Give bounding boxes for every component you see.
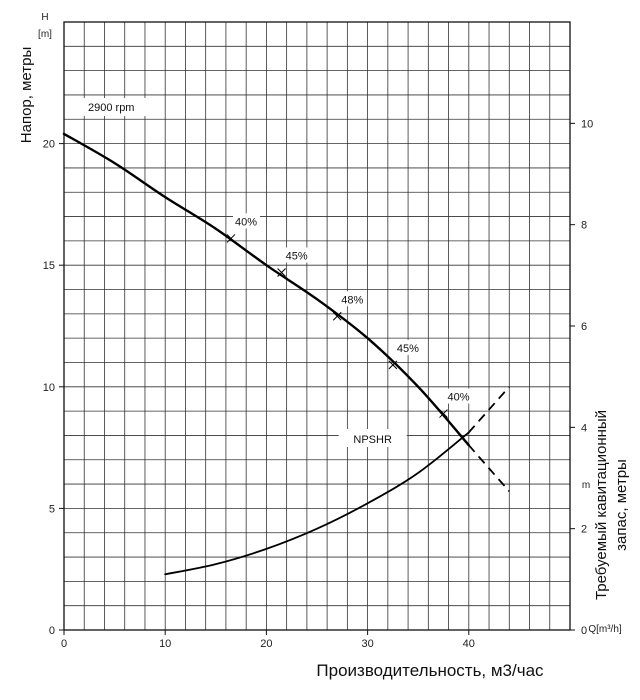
efficiency-tick (277, 268, 286, 277)
chart-series: NPSHR (62, 132, 510, 576)
right-y-tick-label: 2 (581, 524, 587, 536)
speed-label-bg (82, 98, 154, 116)
x-tick-label: 10 (159, 638, 171, 650)
right-y-tick-label: 8 (581, 220, 587, 232)
right-y-tick-label: 10 (581, 118, 593, 130)
h-q-curve-extension (468, 444, 510, 492)
y-axis-label-right-line2: запас, метры (613, 459, 630, 551)
efficiency-label: 45% (397, 343, 419, 355)
chart-grid (63, 21, 571, 631)
left-y-tick-label: 15 (43, 260, 55, 272)
npshr-label: NPSHR (353, 434, 392, 446)
x-axis-unit: Q[m³/h] (588, 624, 622, 635)
right-y-tick-label: 6 (581, 321, 587, 333)
left-y-tick-label: 20 (43, 139, 55, 151)
speed-label: 2900 rpm (88, 102, 134, 114)
y-axis-label-right-line1: Требуемый кавитационный (593, 410, 610, 600)
efficiency-tick (388, 360, 398, 370)
x-axis-label: Производительность, м3/час (316, 661, 544, 680)
efficiency-marks: 40% 45% 48% 45% 40% (226, 213, 473, 418)
efficiency-label: 48% (341, 294, 363, 306)
left-y-tick-label: 10 (43, 382, 55, 394)
efficiency-tick (332, 311, 342, 321)
npshr-label-bg (338, 429, 407, 447)
efficiency-label-bg (232, 213, 260, 229)
efficiency-label: 40% (448, 392, 470, 404)
left-y-tick-label: 0 (49, 625, 55, 637)
chart-axes: 0 10 20 30 40 0 5 10 15 20 0 2 4 6 8 10 (43, 21, 593, 650)
y-axis-label-left: Напор, метры (18, 47, 35, 143)
efficiency-tick (439, 409, 448, 418)
left-axis-unit: H (41, 12, 48, 23)
left-axis-unit-sub: [m] (38, 29, 52, 40)
left-y-tick-label: 5 (49, 503, 55, 515)
right-axis-unit: m (582, 480, 590, 491)
npshr-curve (164, 431, 470, 576)
efficiency-label-bg (394, 339, 422, 355)
efficiency-label-bg (445, 388, 473, 404)
efficiency-label-bg (283, 247, 311, 263)
right-y-tick-label: 4 (581, 422, 587, 434)
x-tick-label: 0 (61, 638, 67, 650)
x-tick-label: 40 (463, 638, 475, 650)
efficiency-tick (226, 234, 236, 243)
efficiency-label: 45% (286, 250, 308, 262)
right-y-tick-label: 0 (581, 625, 587, 637)
x-tick-label: 30 (361, 638, 373, 650)
efficiency-label: 40% (235, 216, 257, 228)
h-q-curve (62, 132, 470, 447)
efficiency-label-bg (339, 291, 367, 307)
x-tick-label: 20 (260, 638, 272, 650)
npshr-curve-extension (468, 386, 510, 433)
